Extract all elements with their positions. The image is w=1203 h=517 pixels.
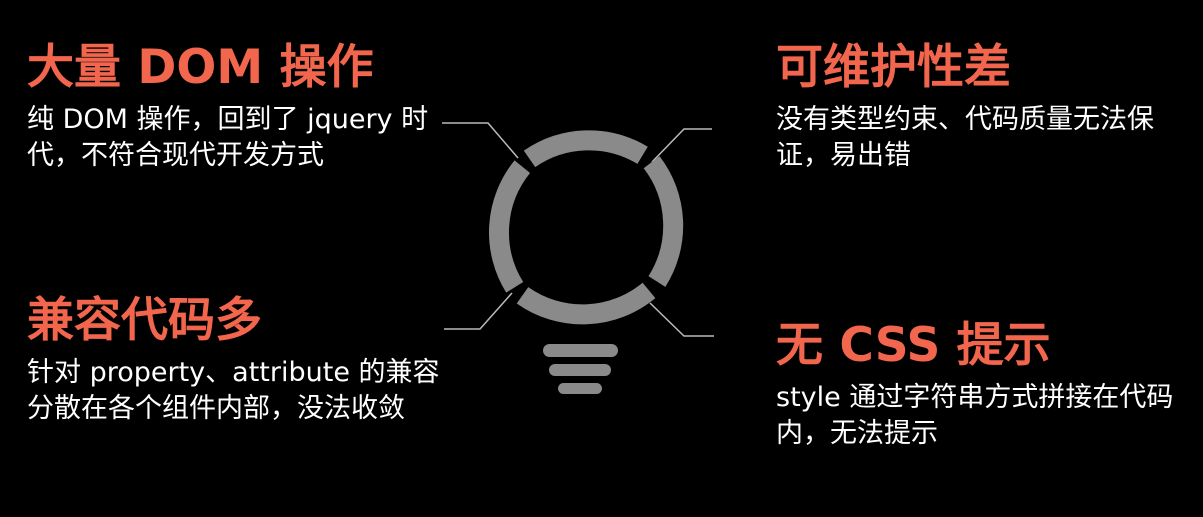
- problem-title: 可维护性差: [776, 40, 1011, 95]
- problem-block-no-css-hint: 无 CSS 提示 style 通过字符串方式拼接在代码内，无法提示: [776, 318, 1196, 452]
- problem-block-maintainability: 可维护性差 没有类型约束、代码质量无法保证，易出错: [776, 40, 1176, 174]
- bulb-base-bar-1: [543, 344, 618, 357]
- connector-line-top-left: [442, 122, 519, 159]
- ring-segment-bottom: [516, 282, 656, 325]
- problem-description: 针对 property、attribute 的兼容分散在各个组件内部，没法收敛: [27, 357, 440, 424]
- problem-block-dom-operations: 大量 DOM 操作 纯 DOM 操作，回到了 jquery 时代，不符合现代开发…: [27, 40, 447, 174]
- ring-segment-top: [523, 130, 648, 168]
- problem-title: 无 CSS 提示: [776, 318, 1051, 373]
- problem-block-compat-code: 兼容代码多 针对 property、attribute 的兼容分散在各个组件内部…: [27, 293, 447, 427]
- connector-line-top-right: [651, 128, 712, 163]
- bulb-ring-segments: [488, 130, 684, 325]
- ring-segment-left: [488, 160, 531, 293]
- connector-line-bottom-right: [649, 302, 714, 337]
- connector-line-bottom-left: [444, 292, 513, 330]
- problem-description: 纯 DOM 操作，回到了 jquery 时代，不符合现代开发方式: [27, 104, 429, 171]
- bulb-base: [543, 344, 618, 394]
- bulb-base-bar-2: [549, 364, 611, 376]
- bulb-base-bar-3: [558, 383, 602, 394]
- connector-lines: [442, 122, 714, 337]
- lightbulb-icon: [442, 122, 714, 394]
- problem-description: 没有类型约束、代码质量无法保证，易出错: [776, 104, 1154, 171]
- ring-segment-right: [643, 156, 684, 287]
- problem-description: style 通过字符串方式拼接在代码内，无法提示: [776, 382, 1174, 449]
- problem-title: 大量 DOM 操作: [27, 40, 374, 95]
- problem-title: 兼容代码多: [27, 293, 262, 348]
